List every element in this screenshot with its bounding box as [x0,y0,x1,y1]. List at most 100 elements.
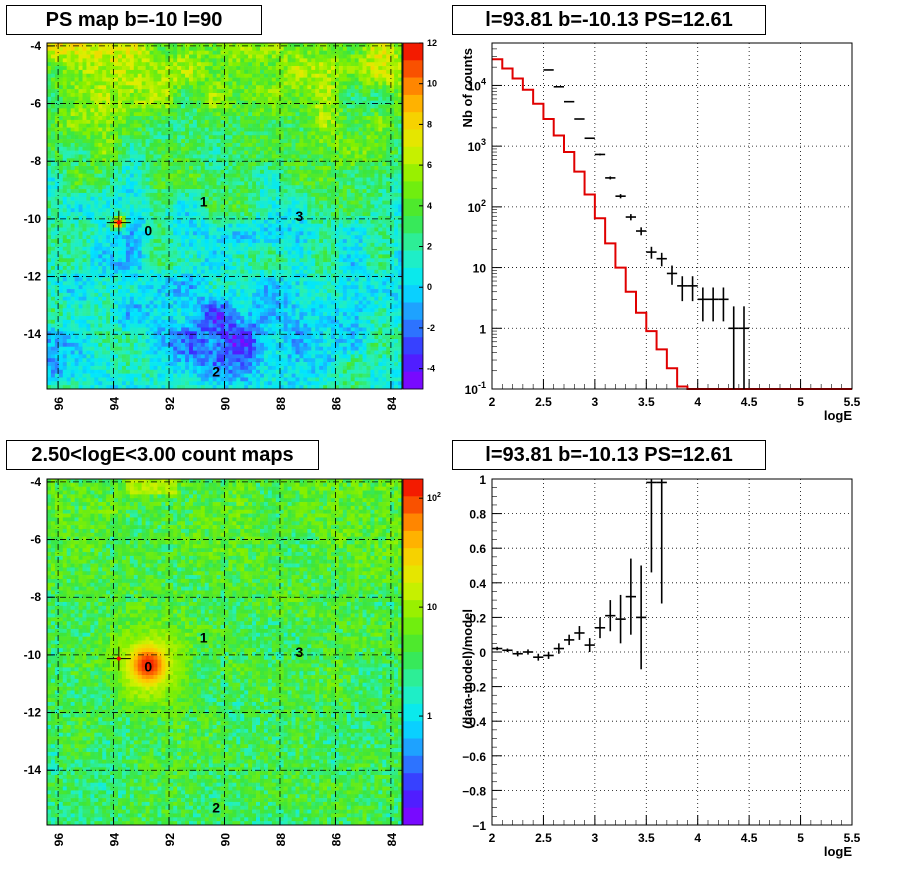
ps-map-cell [208,162,213,167]
ps-map-cell [342,100,348,105]
ps-map-cell [54,250,60,255]
ps-map-cell [315,250,320,255]
ps-map-cell [50,204,56,209]
ps-map-cell [208,204,213,209]
ps-map-cell [350,131,355,136]
ps-map-cell [82,100,87,105]
ps-map-cell [382,242,387,248]
ps-map-cell [366,223,371,228]
ps-map-cell [346,192,352,198]
ps-map-cell [342,192,348,198]
ps-map-cell [370,46,375,51]
ps-map-cell [382,204,387,209]
ps-map-cell [70,208,75,213]
ps-map-cell [106,235,111,240]
ps-map-cell [224,43,229,48]
ps-map-cell [177,208,182,213]
ps-map-cell [74,66,79,71]
ps-map-cell [334,162,340,167]
ps-map-cell [354,66,359,71]
ps-map-cell [370,216,375,221]
ps-map-cell [169,192,174,198]
ps-map-cell [94,135,99,140]
ps-map-cell [70,58,75,63]
ps-map-cell [315,81,320,86]
ps-map-cell [311,173,316,178]
ps-map-cell [137,127,142,132]
ps-map-cell [98,96,103,101]
ps-map-cell [196,135,202,140]
ps-map-cell [307,89,312,94]
ps-map-cell [240,77,245,82]
ps-map-cell [244,127,249,132]
ps-map-cell [394,123,399,128]
ps-map-cell [358,77,363,82]
ps-map-cell [271,89,277,94]
ps-map-cell [334,123,340,128]
ps-map-cell [86,89,91,94]
ps-map-cell [311,127,316,132]
ps-map-cell [307,200,312,205]
ps-map-cell [66,173,71,178]
ps-map-cell [248,200,253,205]
ps-map-cell [295,100,300,105]
ps-map-cell [62,142,68,148]
ps-map-cell [62,85,68,90]
ps-map-cell [141,127,146,132]
ps-map-cell [133,139,139,144]
ps-map-cell [236,108,241,113]
ps-map-cell [342,112,348,117]
ps-map-cell [141,158,146,163]
ps-map-cell [82,135,87,140]
ps-map-cell [125,212,131,217]
ps-map-cell [287,135,292,140]
ps-map-cell [386,250,391,255]
ps-map-cell [114,112,119,117]
ps-map-cell [133,254,139,259]
ps-map-cell [177,219,182,224]
ps-map-cell [161,100,166,105]
ps-map-cell [256,154,261,159]
ps-map-cell [256,181,261,186]
ps-map-cell [204,212,210,217]
ps-map-cell [236,177,241,182]
ps-map-cell [98,127,103,132]
ps-map-cell [350,162,355,167]
ps-map-cell [212,66,217,71]
ps-map-cell [267,96,273,101]
ps-map-cell [200,89,206,94]
ps-map-cell [350,139,355,144]
ps-map-cell [86,69,91,75]
ps-map-cell [220,85,225,90]
ps-map-cell [78,92,83,98]
ps-map-cell [283,223,288,228]
ps-map-cell [47,227,52,232]
ps-map-cell [212,112,217,117]
ps-map-cell [149,100,154,105]
ps-map-cell [228,139,233,144]
ps-map-cell [70,116,75,121]
ps-map-cell [169,173,174,178]
ps-map-cell [192,43,198,48]
ps-map-cell [98,239,103,244]
ps-map-cell [331,162,336,167]
ps-map-cell [181,231,186,236]
ps-map-cell [196,123,202,128]
ps-map-cell [153,81,158,86]
ps-map-cell [181,146,186,151]
ps-map-cell [267,177,273,182]
ps-map-cell [236,66,241,71]
ps-map-cell [323,135,328,140]
ps-map-cell [267,200,273,205]
ps-map-cell [390,169,395,175]
ps-map-cell [362,216,367,221]
ps-map-cell [185,116,190,121]
ps-map-cell [228,250,233,255]
ps-map-cell [47,231,52,236]
ps-map-cell [299,142,304,148]
ps-map-cell [220,169,225,175]
ps-map-cell [212,231,217,236]
ps-map-cell [94,54,99,59]
ps-map-cell [114,200,119,205]
ps-map-cell [374,135,379,140]
